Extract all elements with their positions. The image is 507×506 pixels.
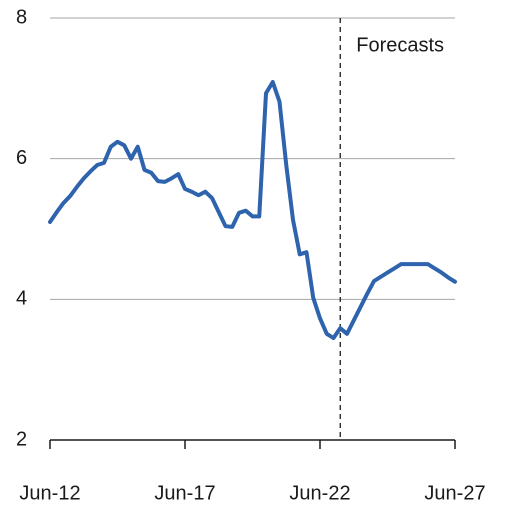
x-tick-label: Jun-27 [424, 482, 485, 504]
annotation: Forecasts [356, 34, 444, 56]
data-line [48, 80, 457, 341]
y-tick-label: 4 [16, 288, 27, 310]
y-tick-label: 6 [16, 147, 27, 169]
y-tick-label: 2 [16, 428, 27, 450]
x-tick-label: Jun-12 [19, 482, 80, 504]
x-tick-label: Jun-22 [289, 482, 350, 504]
y-tick-label: 8 [16, 6, 27, 28]
x-tick-label: Jun-17 [154, 482, 215, 504]
